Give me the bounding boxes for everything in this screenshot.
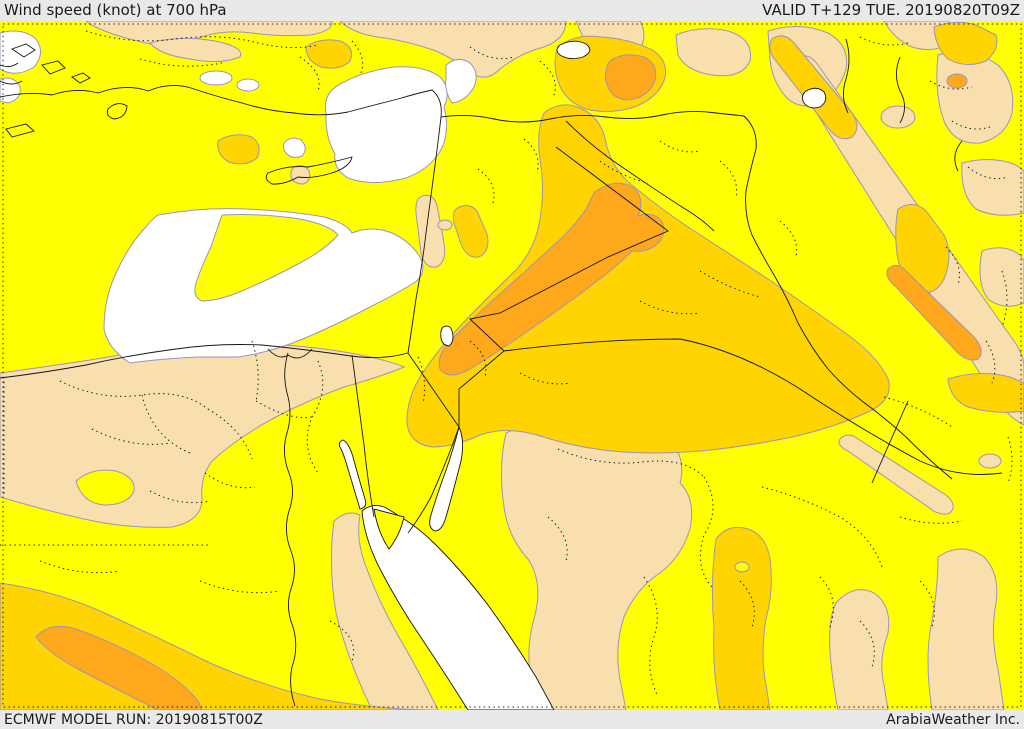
page-title: Wind speed (knot) at 700 hPa — [4, 1, 227, 19]
coastlines-and-borders — [0, 38, 1003, 707]
iraq-saudi-border — [503, 338, 1003, 475]
egypt-coast — [0, 344, 409, 379]
levant-coast — [407, 89, 442, 354]
footer-bar: ECMWF MODEL RUN: 20190815T00Z ArabiaWeat… — [0, 710, 1024, 729]
gulf-of-suez — [338, 439, 367, 510]
dotted-boundaries — [0, 23, 1022, 708]
cyprus-coast — [265, 156, 353, 185]
credit-label: ArabiaWeather Inc. — [886, 711, 1020, 728]
model-run-label: ECMWF MODEL RUN: 20190815T00Z — [4, 711, 263, 728]
sinai-tip — [373, 508, 405, 550]
euphrates-river — [565, 120, 715, 232]
orange-regions — [35, 54, 982, 710]
iran-iraq-border — [743, 115, 953, 480]
dead-sea — [440, 325, 454, 347]
valid-time-label: VALID T+129 TUE. 20190820T09Z — [762, 1, 1020, 19]
lake-van — [556, 40, 591, 60]
wind-map — [0, 21, 1024, 710]
yellow-overlays — [75, 214, 750, 573]
red-sea — [361, 505, 555, 710]
gulf-of-aqaba — [429, 425, 464, 532]
syria-jordan-borders — [458, 146, 669, 427]
header-bar: Wind speed (knot) at 700 hPa VALID T+129… — [0, 0, 1024, 21]
calm-white-regions — [0, 30, 555, 710]
nile-river — [284, 352, 297, 707]
wind-map-canvas — [0, 21, 1024, 710]
lake-urmia — [801, 87, 827, 109]
turkey-south-coast — [0, 85, 433, 116]
aegean-islands — [5, 43, 128, 138]
turkey-syria-border — [440, 110, 745, 123]
